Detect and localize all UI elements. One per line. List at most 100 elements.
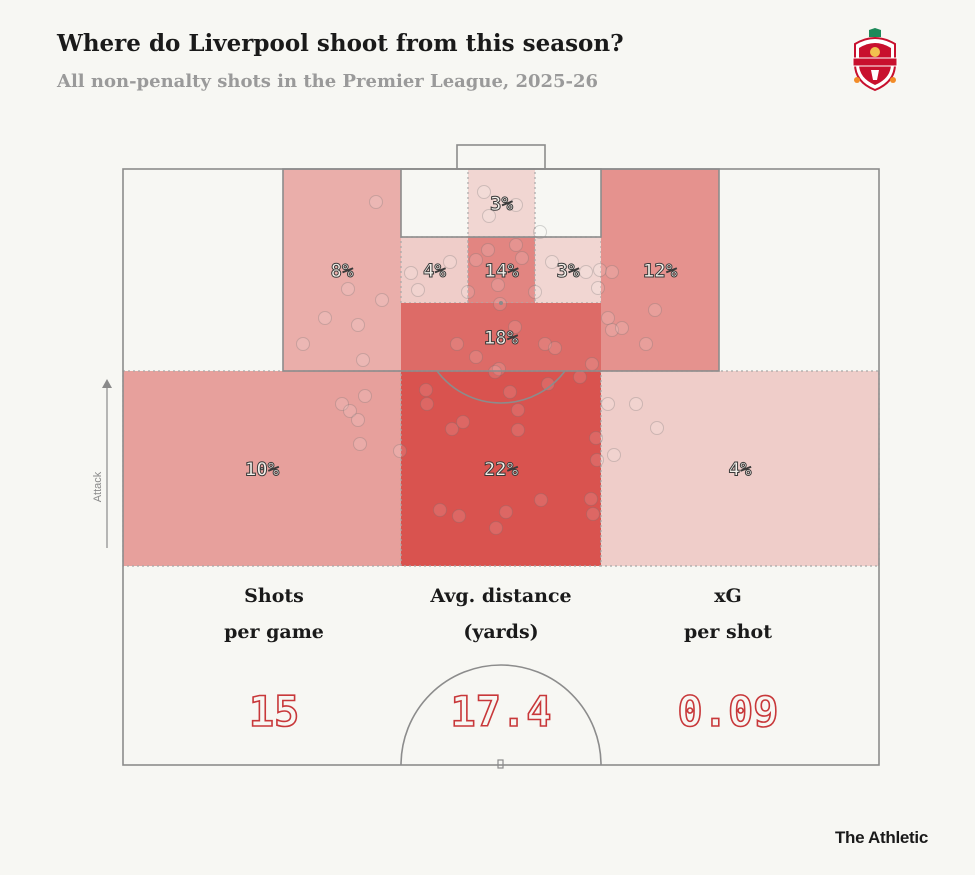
shot-marker (461, 285, 475, 299)
shot-marker (375, 293, 389, 307)
shot-marker (492, 362, 506, 376)
shot-marker (509, 198, 523, 212)
shot-marker (534, 493, 548, 507)
shot-marker (499, 505, 513, 519)
stat-value: 0.09 (677, 687, 778, 736)
shot-marker (528, 285, 542, 299)
shot-marker (343, 404, 357, 418)
shot-marker (648, 303, 662, 317)
zone-label-six-yard-width-centre: 14% (484, 260, 519, 282)
shot-marker (318, 311, 332, 325)
shot-marker (591, 281, 605, 295)
shot-marker (605, 265, 619, 279)
shot-marker (515, 251, 529, 265)
shot-marker (419, 383, 433, 397)
shot-marker (393, 444, 407, 458)
shot-marker (584, 492, 598, 506)
shot-marker (533, 225, 547, 239)
shot-marker (341, 282, 355, 296)
stat-label-line1: Shots (244, 585, 304, 607)
chart-subtitle: All non-penalty shots in the Premier Lea… (57, 71, 599, 92)
zone-label-outside-box-right: 4% (729, 459, 752, 481)
liverpool-crest-logo (852, 28, 898, 92)
shot-marker (481, 243, 495, 257)
shot-marker (335, 397, 349, 411)
shot-marker (541, 377, 555, 391)
stat-label-line2: (yards) (463, 621, 538, 643)
zone-label-six-yard-box: 3% (490, 193, 513, 215)
zone-penalty-spot-band (401, 303, 601, 371)
shot-marker (579, 265, 593, 279)
zone-outside-box-left (122, 370, 402, 567)
shot-marker (509, 238, 523, 252)
zone-six-yard-box (467, 168, 536, 238)
zone-label-six-yard-width-right: 3% (557, 260, 580, 282)
shot-dots-layer (296, 185, 664, 535)
zone-label-penalty-spot-band: 18% (484, 327, 519, 349)
shot-marker (590, 453, 604, 467)
shot-marker (445, 422, 459, 436)
shot-marker (650, 421, 664, 435)
goal-line (456, 144, 546, 170)
shot-marker (585, 357, 599, 371)
shot-marker (601, 397, 615, 411)
shot-marker (411, 283, 425, 297)
zone-label-penalty-area-left: 8% (331, 260, 354, 282)
stat-value: 15 (249, 687, 300, 736)
shot-marker (351, 318, 365, 332)
shot-marker (353, 437, 367, 451)
zone-label-six-yard-width-left: 4% (423, 260, 446, 282)
shot-marker (593, 263, 607, 277)
stat-value: 17.4 (450, 687, 551, 736)
pitch-lines (122, 144, 880, 769)
shot-marker (482, 209, 496, 223)
shot-marker (469, 350, 483, 364)
shot-marker (450, 337, 464, 351)
zone-six-yard-width-left (400, 236, 469, 304)
shot-marker (503, 385, 517, 399)
shot-marker (605, 323, 619, 337)
shot-marker (511, 423, 525, 437)
stat-label-line2: per shot (684, 621, 772, 643)
shot-marker (489, 521, 503, 535)
shot-marker (545, 255, 559, 269)
shot-marker (488, 365, 502, 379)
zone-penalty-area-left (283, 169, 401, 371)
attack-arrow-head (102, 379, 112, 388)
shot-marker (511, 403, 525, 417)
shot-marker (443, 255, 457, 269)
penalty-spot (499, 301, 503, 305)
chart-title: Where do Liverpool shoot from this seaso… (57, 30, 624, 57)
zone-penalty-area-right (601, 169, 719, 371)
shot-marker (615, 321, 629, 335)
shot-marker (420, 397, 434, 411)
shot-marker (538, 337, 552, 351)
shot-marker (601, 311, 615, 325)
publisher-credit: The Athletic (834, 828, 928, 847)
shot-marker (586, 507, 600, 521)
shot-marker (358, 389, 372, 403)
stat-label-line1: Avg. distance (429, 585, 571, 607)
shot-marker (456, 415, 470, 429)
shot-marker (296, 337, 310, 351)
shot-marker (469, 253, 483, 267)
shot-marker (477, 185, 491, 199)
zone-label-outside-box-left: 10% (245, 459, 280, 481)
shot-marker (351, 413, 365, 427)
zone-label-penalty-area-right: 12% (643, 260, 678, 282)
shot-marker (491, 278, 505, 292)
attack-direction: Attack (92, 379, 112, 548)
shot-marker (589, 431, 603, 445)
shot-marker (508, 320, 522, 334)
shot-marker (452, 509, 466, 523)
pitch-heatmap: 3% 8% 4% 14% 3% 12% 18% 10% 22% 4% Shots per game 1… (92, 144, 880, 769)
shot-marker (404, 266, 418, 280)
stat-label-line1: xG (714, 585, 742, 607)
shot-marker (548, 341, 562, 355)
centre-spot (497, 759, 504, 769)
zone-six-yard-width-centre (467, 236, 536, 304)
zone-six-yard-width-right (534, 236, 602, 304)
shot-marker (607, 448, 621, 462)
zone-labels-layer: 3% 8% 4% 14% 3% 12% 18% 10% 22% 4% (244, 193, 752, 482)
shot-marker (356, 353, 370, 367)
